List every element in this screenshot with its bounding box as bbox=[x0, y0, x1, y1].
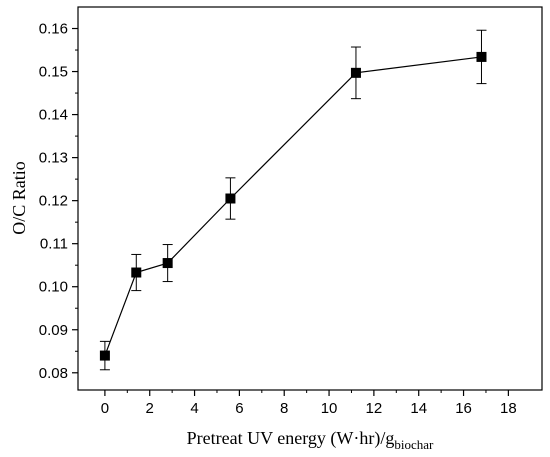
y-tick-label-0.14: 0.14 bbox=[39, 107, 68, 124]
ticks bbox=[72, 27, 509, 396]
x-tick-label-12: 12 bbox=[366, 400, 383, 417]
data-point bbox=[225, 193, 236, 204]
data-series bbox=[99, 29, 487, 371]
y-tick-label-0.10: 0.10 bbox=[39, 279, 68, 296]
x-axis-title-subscript: biochar bbox=[394, 437, 434, 452]
x-tick-label-16: 16 bbox=[455, 400, 472, 417]
data-point bbox=[131, 267, 142, 278]
y-tick-label-0.09: 0.09 bbox=[39, 322, 68, 339]
y-tick-label-0.11: 0.11 bbox=[40, 236, 68, 253]
y-tick-label-0.12: 0.12 bbox=[39, 193, 68, 210]
data-point bbox=[350, 67, 361, 78]
data-point bbox=[476, 51, 487, 62]
y-tick-label-0.15: 0.15 bbox=[39, 64, 68, 81]
x-tick-label-2: 2 bbox=[146, 400, 154, 417]
plot-area-frame bbox=[77, 6, 543, 391]
x-tick-label-8: 8 bbox=[280, 400, 288, 417]
data-point bbox=[162, 258, 173, 269]
y-tick-label-0.08: 0.08 bbox=[39, 365, 68, 382]
x-tick-label-6: 6 bbox=[235, 400, 243, 417]
data-point bbox=[99, 350, 110, 361]
y-tick-label-0.13: 0.13 bbox=[39, 150, 68, 167]
y-axis-title: O/C Ratio bbox=[9, 161, 29, 235]
x-tick-label-10: 10 bbox=[321, 400, 338, 417]
tick-labels: 0 2 4 6 8 10 12 14 16 18 0.08 0.09 0.10 0.11 0.12 0.13 0… bbox=[39, 21, 517, 417]
x-tick-label-14: 14 bbox=[410, 400, 427, 417]
x-tick-label-4: 4 bbox=[190, 400, 198, 417]
x-tick-label-0: 0 bbox=[101, 400, 109, 417]
series-line-0 bbox=[104, 56, 482, 356]
y-tick-label-0.16: 0.16 bbox=[39, 21, 68, 38]
x-axis-title: Pretreat UV energy (W·hr)/gbiochar bbox=[187, 428, 434, 452]
x-axis-title-main: Pretreat UV energy (W·hr)/g bbox=[187, 428, 395, 449]
x-tick-label-18: 18 bbox=[500, 400, 517, 417]
